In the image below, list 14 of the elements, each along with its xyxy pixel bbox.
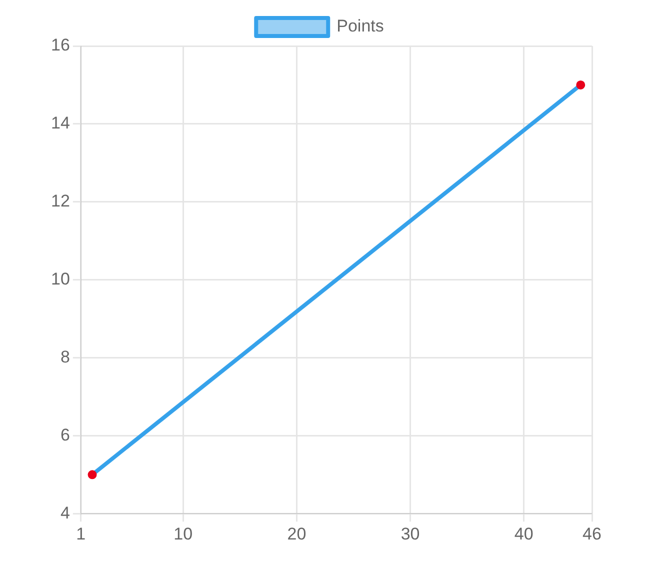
y-tick-label: 6	[60, 425, 70, 444]
y-tick-label: 8	[60, 347, 70, 366]
x-tick-label: 10	[174, 524, 193, 544]
y-tick-label: 10	[50, 269, 70, 288]
y-tick-label: 16	[50, 36, 70, 55]
x-tick-label: 20	[287, 524, 306, 544]
x-tick-label: 30	[400, 524, 420, 544]
legend-label: Points	[336, 16, 384, 36]
x-tick-label: 46	[582, 524, 602, 544]
y-tick-label: 12	[50, 192, 70, 211]
y-tick-label: 4	[60, 503, 70, 522]
x-tick-label: 1	[76, 524, 86, 544]
y-tick-label: 14	[50, 114, 70, 133]
x-tick-label: 40	[514, 524, 534, 544]
